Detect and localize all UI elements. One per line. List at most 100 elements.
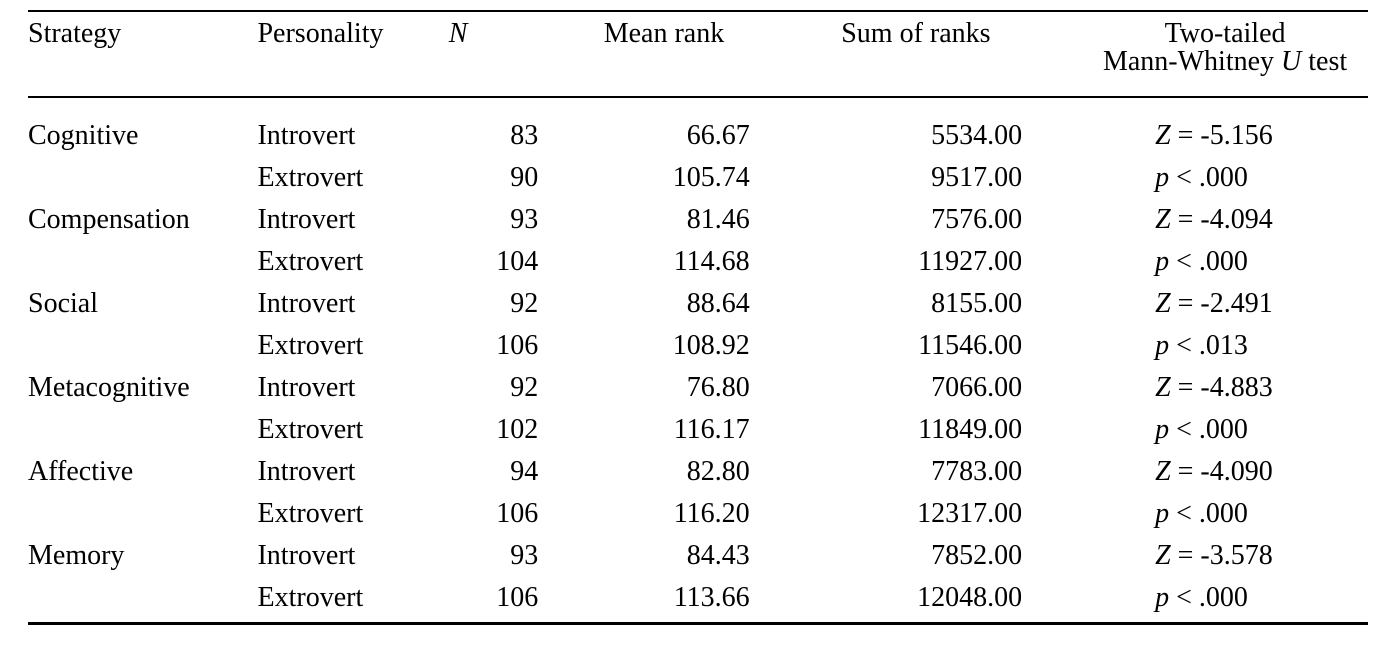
col-test-line1: Two-tailed <box>1165 18 1286 49</box>
cell-n: 93 <box>429 192 579 234</box>
stat-value: = -5.156 <box>1171 120 1273 151</box>
col-mean-rank: Mean rank <box>578 12 749 96</box>
cell-mean: 113.66 <box>578 570 809 624</box>
cell-mean: 116.17 <box>578 402 809 444</box>
cell-personality: Introvert <box>257 528 428 570</box>
cell-mean: 81.46 <box>578 192 809 234</box>
stat-symbol: p <box>1155 498 1169 529</box>
header-row: Strategy Personality N Mean rank Sum of … <box>28 11 1368 97</box>
cell-mean: 88.64 <box>578 276 809 318</box>
cell-n: 106 <box>429 570 579 624</box>
cell-n: 90 <box>429 150 579 192</box>
table-row: Extrovert 106 113.66 12048.00 p < .000 <box>28 570 1368 624</box>
stat-value: < .013 <box>1169 330 1248 361</box>
stat-value: < .000 <box>1169 414 1248 445</box>
col-test: Two-tailed Mann-Whitney U test <box>1082 12 1368 96</box>
cell-mean: 105.74 <box>578 150 809 192</box>
cell-personality: Introvert <box>257 192 428 234</box>
cell-sum: 7066.00 <box>810 360 1082 402</box>
cell-test: Z = -4.094 <box>1082 192 1368 234</box>
cell-mean: 114.68 <box>578 234 809 276</box>
cell-mean: 82.80 <box>578 444 809 486</box>
cell-mean: 76.80 <box>578 360 809 402</box>
stat-symbol: Z <box>1155 456 1171 487</box>
cell-sum: 7783.00 <box>810 444 1082 486</box>
cell-test: Z = -4.090 <box>1082 444 1368 486</box>
table-row: Social Introvert 92 88.64 8155.00 Z = -2… <box>28 276 1368 318</box>
stat-value: = -3.578 <box>1171 540 1273 571</box>
cell-strategy: Metacognitive <box>28 360 257 402</box>
stat-value: = -4.094 <box>1171 204 1273 235</box>
stat-value: < .000 <box>1169 246 1248 277</box>
cell-strategy: Compensation <box>28 192 257 234</box>
cell-n: 92 <box>429 276 579 318</box>
cell-n: 106 <box>429 318 579 360</box>
stat-symbol: Z <box>1155 204 1171 235</box>
cell-strategy: Cognitive <box>28 97 257 150</box>
cell-test: p < .000 <box>1082 150 1368 192</box>
col-n-label: N <box>449 18 468 49</box>
cell-personality: Introvert <box>257 97 428 150</box>
col-sum-ranks: Sum of ranks <box>810 12 1022 96</box>
stat-value: < .000 <box>1169 162 1248 193</box>
table-row: Extrovert 106 108.92 11546.00 p < .013 <box>28 318 1368 360</box>
stat-symbol: p <box>1155 246 1169 277</box>
table-body: Cognitive Introvert 83 66.67 5534.00 Z =… <box>28 97 1368 624</box>
stat-symbol: p <box>1155 330 1169 361</box>
cell-sum: 12048.00 <box>810 570 1082 624</box>
cell-personality: Extrovert <box>257 570 428 624</box>
stat-value: < .000 <box>1169 498 1248 529</box>
stat-symbol: Z <box>1155 288 1171 319</box>
cell-sum: 11927.00 <box>810 234 1082 276</box>
table-row: Compensation Introvert 93 81.46 7576.00 … <box>28 192 1368 234</box>
cell-n: 93 <box>429 528 579 570</box>
cell-strategy: Memory <box>28 528 257 570</box>
cell-test: Z = -2.491 <box>1082 276 1368 318</box>
col-personality: Personality <box>257 12 428 96</box>
cell-sum: 11546.00 <box>810 318 1082 360</box>
cell-test: Z = -5.156 <box>1082 97 1368 150</box>
cell-personality: Extrovert <box>257 234 428 276</box>
cell-strategy <box>28 318 257 360</box>
cell-personality: Extrovert <box>257 150 428 192</box>
cell-n: 102 <box>429 402 579 444</box>
stats-table: Strategy Personality N Mean rank Sum of … <box>28 10 1368 625</box>
cell-test: Z = -4.883 <box>1082 360 1368 402</box>
cell-mean: 108.92 <box>578 318 809 360</box>
table-row: Metacognitive Introvert 92 76.80 7066.00… <box>28 360 1368 402</box>
cell-sum: 7852.00 <box>810 528 1082 570</box>
cell-personality: Introvert <box>257 444 428 486</box>
cell-test: p < .000 <box>1082 570 1368 624</box>
stat-value: = -4.883 <box>1171 372 1273 403</box>
cell-mean: 116.20 <box>578 486 809 528</box>
table-row: Extrovert 104 114.68 11927.00 p < .000 <box>28 234 1368 276</box>
cell-test: p < .000 <box>1082 486 1368 528</box>
stat-symbol: Z <box>1155 372 1171 403</box>
cell-personality: Introvert <box>257 276 428 318</box>
cell-mean: 84.43 <box>578 528 809 570</box>
stat-symbol: p <box>1155 414 1169 445</box>
cell-strategy <box>28 486 257 528</box>
cell-strategy <box>28 150 257 192</box>
cell-test: p < .000 <box>1082 402 1368 444</box>
table-row: Affective Introvert 94 82.80 7783.00 Z =… <box>28 444 1368 486</box>
col-n: N <box>429 12 539 96</box>
stat-value: < .000 <box>1169 582 1248 613</box>
cell-test: p < .013 <box>1082 318 1368 360</box>
stat-value: = -2.491 <box>1171 288 1273 319</box>
cell-personality: Introvert <box>257 360 428 402</box>
cell-personality: Extrovert <box>257 486 428 528</box>
cell-n: 83 <box>429 97 579 150</box>
table-row: Memory Introvert 93 84.43 7852.00 Z = -3… <box>28 528 1368 570</box>
cell-strategy <box>28 234 257 276</box>
cell-n: 104 <box>429 234 579 276</box>
table-row: Extrovert 106 116.20 12317.00 p < .000 <box>28 486 1368 528</box>
cell-test: Z = -3.578 <box>1082 528 1368 570</box>
cell-strategy: Social <box>28 276 257 318</box>
cell-personality: Extrovert <box>257 402 428 444</box>
table-row: Extrovert 90 105.74 9517.00 p < .000 <box>28 150 1368 192</box>
col-test-line2-pre: Mann-Whitney <box>1103 46 1281 77</box>
cell-mean: 66.67 <box>578 97 809 150</box>
cell-test: p < .000 <box>1082 234 1368 276</box>
stat-symbol: Z <box>1155 120 1171 151</box>
